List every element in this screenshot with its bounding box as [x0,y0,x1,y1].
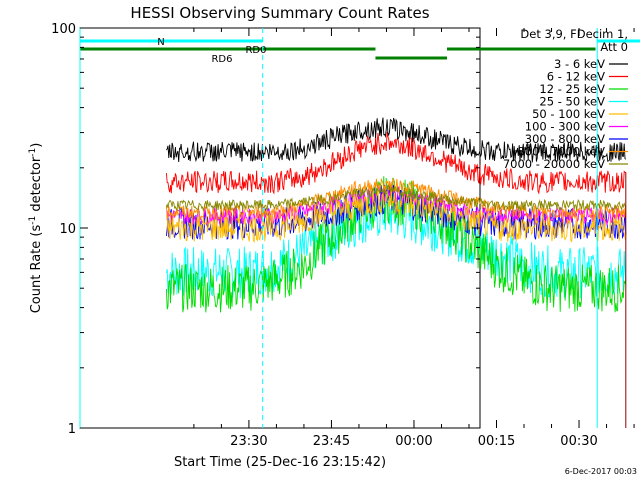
legend-label: 25 - 50 keV [539,95,605,109]
y-tick-label: 1 [68,422,76,437]
flag-label-rd0: RD0 [245,45,266,56]
flag-label-rd6: RD6 [211,54,232,65]
x-axis-label: Start Time (25-Dec-16 23:15:42) [174,455,386,470]
legend-label: 3 - 6 keV [554,57,605,71]
y-tick-label: 10 [59,222,76,237]
legend-label: 100 - 300 keV [525,120,605,134]
legend-label: 50 - 100 keV [532,107,605,121]
y-axis-label: Count Rate (s-1 detector-1) [28,143,44,314]
legend-label: 300 - 800 keV [525,132,605,146]
x-tick-label: 00:00 [395,434,432,449]
x-tick-label: 23:30 [230,434,267,449]
legend-label: 12 - 25 keV [539,82,605,96]
series-12-25-kev [165,176,627,313]
series-50-100-kev [166,186,627,244]
legend-label: 800 - 7000 keV [517,145,605,159]
series-3-6-kev [166,117,627,163]
legend-title-line-2: Att 0 [600,40,628,54]
flag-label-n: N [157,37,164,48]
x-tick-label: 00:15 [478,434,515,449]
x-tick-label: 23:45 [313,434,350,449]
footer-timestamp: 6-Dec-2017 00:03 [565,467,637,476]
plot-area: NRD0RD623:3023:4500:0000:1500:3000:45100… [51,22,640,449]
legend-title-line-1: Det 3,9, FDecim 1, [520,27,628,41]
legend-label: 7000 - 20000 keV [503,157,605,171]
series-7000-20000-kev [165,184,627,212]
x-tick-label: 00:30 [560,434,597,449]
y-tick-label: 100 [51,22,76,37]
chart-title: HESSI Observing Summary Count Rates [130,4,429,22]
legend-label: 6 - 12 keV [547,70,605,84]
series-6-12-kev [165,132,626,195]
